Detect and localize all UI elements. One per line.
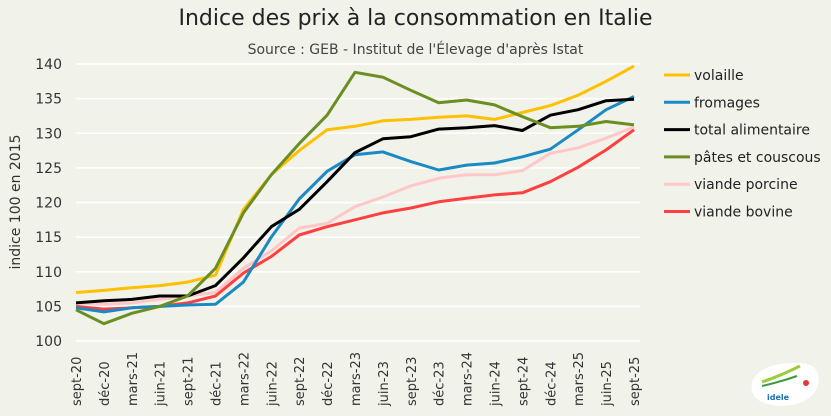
series-line-total-alimentaire (75, 97, 635, 305)
legend-label: viande porcine (694, 177, 798, 193)
x-tick-label: mars-25 (572, 352, 587, 406)
svg-text:idele: idele (767, 393, 790, 402)
x-tick-label: juin-25 (600, 361, 615, 407)
x-tick-label: mars-21 (126, 352, 141, 406)
legend-label: volaille (694, 68, 744, 84)
x-tick-label: juin-23 (377, 361, 392, 407)
y-tick-label: 140 (35, 57, 62, 73)
x-tick-label: sept-25 (628, 357, 643, 406)
chart-title: Indice des prix à la consommation en Ita… (178, 6, 653, 31)
x-tick-label: sept-24 (516, 357, 531, 406)
chart-subtitle: Source : GEB - Institut de l'Élevage d'a… (247, 42, 584, 58)
x-tick-label: déc-20 (98, 361, 113, 406)
x-tick-label: déc-24 (544, 361, 559, 406)
x-tick-label: juin-21 (154, 361, 169, 407)
x-tick-label: juin-24 (489, 361, 504, 407)
x-tick-label: mars-24 (461, 352, 476, 406)
series-line-viande-bovine (75, 128, 635, 311)
x-tick-label: sept-23 (405, 357, 420, 406)
legend-label: fromages (694, 95, 760, 111)
x-tick-label: déc-22 (321, 361, 336, 406)
series-line-pâtes-et-couscous (75, 70, 635, 326)
legend-label: viande bovine (694, 205, 793, 221)
legend-label: total alimentaire (694, 123, 810, 139)
x-tick-label: sept-21 (182, 357, 197, 406)
y-tick-label: 100 (35, 334, 62, 350)
series-line-volaille (75, 64, 635, 294)
y-tick-label: 115 (35, 230, 62, 246)
x-tick-label: déc-23 (433, 361, 448, 406)
y-tick-label: 135 (35, 92, 62, 108)
x-tick-label: sept-22 (293, 357, 308, 406)
logo-mark-icon (803, 380, 809, 386)
y-tick-label: 105 (35, 299, 62, 315)
y-tick-label: 120 (35, 196, 62, 212)
y-tick-label: 130 (35, 126, 62, 142)
y-axis-label: indice 100 en 2015 (8, 134, 24, 269)
x-tick-label: déc-21 (210, 361, 225, 406)
legend-label: pâtes et couscous (694, 150, 821, 166)
y-tick-label: 110 (35, 265, 62, 281)
series-line-viande-porcine (75, 125, 635, 306)
y-tick-label: 125 (35, 161, 62, 177)
idele-logo: idele (751, 362, 819, 406)
x-tick-label: mars-23 (349, 352, 364, 406)
x-tick-label: juin-22 (265, 361, 280, 407)
x-tick-label: sept-20 (70, 357, 85, 406)
x-tick-label: mars-22 (237, 352, 252, 406)
